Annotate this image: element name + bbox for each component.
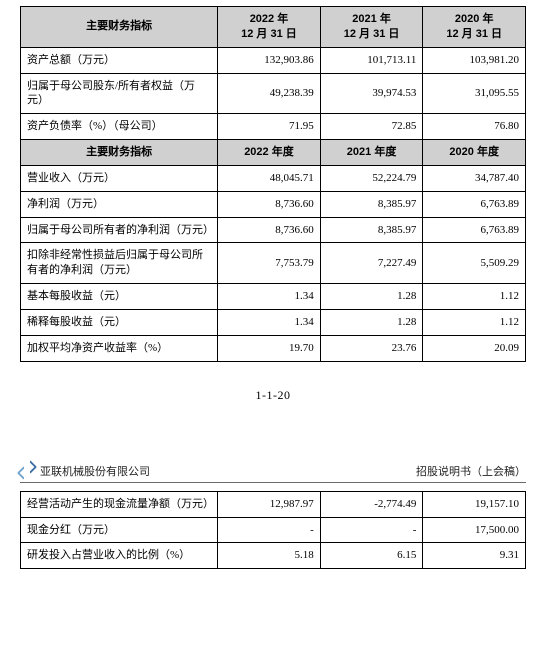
cell: 132,903.86 <box>218 47 321 73</box>
cell: 8,385.97 <box>320 191 423 217</box>
cell: 101,713.11 <box>320 47 423 73</box>
cell: 1.12 <box>423 309 526 335</box>
row-label: 稀释每股收益（元） <box>21 309 218 335</box>
col-header-2022: 2022 年 12 月 31 日 <box>218 7 321 48</box>
financial-indicators-table-1: 主要财务指标 2022 年 12 月 31 日 2021 年 12 月 31 日… <box>20 6 526 362</box>
row-label: 基本每股收益（元） <box>21 284 218 310</box>
cell: 23.76 <box>320 335 423 361</box>
row-label: 加权平均净资产收益率（%） <box>21 335 218 361</box>
cell: 76.80 <box>423 114 526 140</box>
row-label: 归属于母公司股东/所有者权益（万元） <box>21 73 218 114</box>
cell: 39,974.53 <box>320 73 423 114</box>
cell: 5,509.29 <box>423 243 526 284</box>
row-label: 资产总额（万元） <box>21 47 218 73</box>
table-row: 资产总额（万元） 132,903.86 101,713.11 103,981.2… <box>21 47 526 73</box>
cell: 1.28 <box>320 284 423 310</box>
page-header: 亚联机械股份有限公司 招股说明书（上会稿） <box>20 463 526 483</box>
row-label: 营业收入（万元） <box>21 165 218 191</box>
table-row: 资产负债率（%）（母公司） 71.95 72.85 76.80 <box>21 114 526 140</box>
mid-header-2021: 2021 年度 <box>320 140 423 166</box>
cell: 72.85 <box>320 114 423 140</box>
row-label: 现金分红（万元） <box>21 517 218 543</box>
cell: 34,787.40 <box>423 165 526 191</box>
row-label: 经营活动产生的现金流量净额（万元） <box>21 491 218 517</box>
cell: 1.12 <box>423 284 526 310</box>
cell: 1.34 <box>218 284 321 310</box>
col-header-2021: 2021 年 12 月 31 日 <box>320 7 423 48</box>
col-header-indicator: 主要财务指标 <box>21 7 218 48</box>
table-row: 经营活动产生的现金流量净额（万元） 12,987.97 -2,774.49 19… <box>21 491 526 517</box>
cell: 8,736.60 <box>218 217 321 243</box>
cell: 5.18 <box>218 543 321 569</box>
mid-header-2022: 2022 年度 <box>218 140 321 166</box>
table-row: 研发投入占营业收入的比例（%） 5.18 6.15 9.31 <box>21 543 526 569</box>
row-label: 研发投入占营业收入的比例（%） <box>21 543 218 569</box>
table-row: 扣除非经常性损益后归属于母公司所有者的净利润（万元） 7,753.79 7,22… <box>21 243 526 284</box>
row-label: 归属于母公司所有者的净利润（万元） <box>21 217 218 243</box>
cell: 20.09 <box>423 335 526 361</box>
row-label: 净利润（万元） <box>21 191 218 217</box>
logo-icon <box>20 463 36 479</box>
company-name: 亚联机械股份有限公司 <box>40 463 150 479</box>
table-row: 基本每股收益（元） 1.34 1.28 1.12 <box>21 284 526 310</box>
table-row: 现金分红（万元） - - 17,500.00 <box>21 517 526 543</box>
cell: 7,227.49 <box>320 243 423 284</box>
cell: 6,763.89 <box>423 191 526 217</box>
table-row: 加权平均净资产收益率（%） 19.70 23.76 20.09 <box>21 335 526 361</box>
table-row: 归属于母公司所有者的净利润（万元） 8,736.60 8,385.97 6,76… <box>21 217 526 243</box>
cell: 7,753.79 <box>218 243 321 284</box>
cell: 31,095.55 <box>423 73 526 114</box>
table-row: 净利润（万元） 8,736.60 8,385.97 6,763.89 <box>21 191 526 217</box>
cell: 1.34 <box>218 309 321 335</box>
col-header-2020: 2020 年 12 月 31 日 <box>423 7 526 48</box>
table-row: 归属于母公司股东/所有者权益（万元） 49,238.39 39,974.53 3… <box>21 73 526 114</box>
mid-header-indicator: 主要财务指标 <box>21 140 218 166</box>
table-row: 营业收入（万元） 48,045.71 52,224.79 34,787.40 <box>21 165 526 191</box>
cell: 48,045.71 <box>218 165 321 191</box>
cell: 1.28 <box>320 309 423 335</box>
cell: 52,224.79 <box>320 165 423 191</box>
row-label: 扣除非经常性损益后归属于母公司所有者的净利润（万元） <box>21 243 218 284</box>
company-logo: 亚联机械股份有限公司 <box>20 463 150 479</box>
cell: 49,238.39 <box>218 73 321 114</box>
cell: -2,774.49 <box>320 491 423 517</box>
table-row: 稀释每股收益（元） 1.34 1.28 1.12 <box>21 309 526 335</box>
cell: - <box>218 517 321 543</box>
cell: 19.70 <box>218 335 321 361</box>
cell: 9.31 <box>423 543 526 569</box>
cell: 12,987.97 <box>218 491 321 517</box>
cell: 8,736.60 <box>218 191 321 217</box>
cell: 6,763.89 <box>423 217 526 243</box>
cell: 17,500.00 <box>423 517 526 543</box>
cell: 103,981.20 <box>423 47 526 73</box>
cell: 6.15 <box>320 543 423 569</box>
cell: 8,385.97 <box>320 217 423 243</box>
cell: - <box>320 517 423 543</box>
page-number: 1-1-20 <box>20 388 526 403</box>
cell: 71.95 <box>218 114 321 140</box>
row-label: 资产负债率（%）（母公司） <box>21 114 218 140</box>
cell: 19,157.10 <box>423 491 526 517</box>
financial-indicators-table-2: 经营活动产生的现金流量净额（万元） 12,987.97 -2,774.49 19… <box>20 491 526 570</box>
mid-header-2020: 2020 年度 <box>423 140 526 166</box>
document-title: 招股说明书（上会稿） <box>416 463 526 479</box>
